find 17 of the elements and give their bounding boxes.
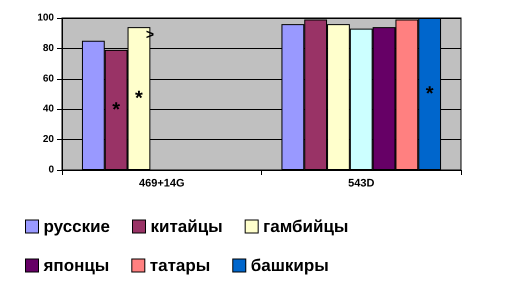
x-tick-label: 543D — [348, 178, 374, 190]
data-label: * — [135, 88, 144, 110]
legend-label: башкиры — [250, 256, 329, 275]
y-tick-label: 60 — [42, 73, 54, 84]
data-label: * — [112, 98, 120, 121]
y-tick-label: 40 — [42, 104, 54, 115]
legend-label: татары — [150, 256, 210, 275]
legend-label: русские — [44, 217, 110, 236]
data-label: * — [426, 83, 434, 105]
y-tick-label: 100 — [37, 12, 54, 24]
x-tick-label: 469+14G — [138, 178, 185, 190]
y-tick-label: 20 — [42, 134, 54, 146]
legend-label: китайцы — [150, 217, 223, 236]
legend-label: японцы — [42, 256, 110, 275]
y-tick-label: 80 — [42, 42, 54, 54]
y-tick-label: 0 — [48, 164, 54, 176]
legend-label: гамбийцы — [263, 217, 348, 236]
